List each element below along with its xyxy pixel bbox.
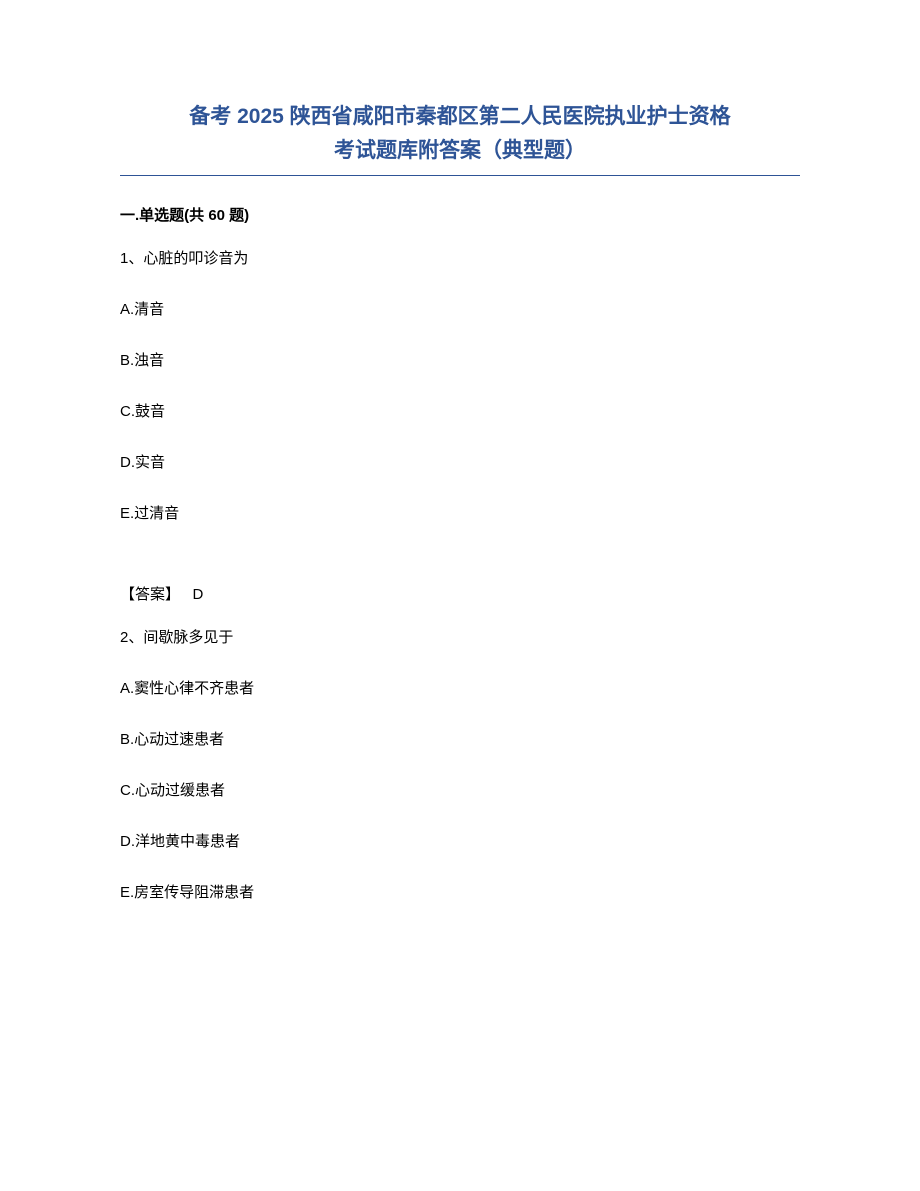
question-2-option-c: C.心动过缓患者 <box>120 779 800 800</box>
question-2-option-b: B.心动过速患者 <box>120 728 800 749</box>
title-underline <box>120 175 800 176</box>
question-1-option-c: C.鼓音 <box>120 400 800 421</box>
title-line-1: 备考 2025 陕西省咸阳市秦都区第二人民医院执业护士资格 <box>120 100 800 134</box>
title-line-2: 考试题库附答案（典型题） <box>120 134 800 168</box>
document-title-block: 备考 2025 陕西省咸阳市秦都区第二人民医院执业护士资格 考试题库附答案（典型… <box>120 100 800 167</box>
question-2-option-d: D.洋地黄中毒患者 <box>120 830 800 851</box>
answer-value: D <box>193 586 204 603</box>
question-2-option-e: E.房室传导阻滞患者 <box>120 881 800 902</box>
question-1-answer: 【答案】 D <box>120 583 800 604</box>
answer-label: 【答案】 <box>120 586 180 603</box>
question-1-option-a: A.清音 <box>120 298 800 319</box>
question-2: 2、间歇脉多见于 A.窦性心律不齐患者 B.心动过速患者 C.心动过缓患者 D.… <box>120 626 800 902</box>
question-1-option-d: D.实音 <box>120 451 800 472</box>
question-1-option-b: B.浊音 <box>120 349 800 370</box>
question-2-option-a: A.窦性心律不齐患者 <box>120 677 800 698</box>
section-heading: 一.单选题(共 60 题) <box>120 204 800 225</box>
question-1-stem: 1、心脏的叩诊音为 <box>120 247 800 268</box>
question-1: 1、心脏的叩诊音为 A.清音 B.浊音 C.鼓音 D.实音 E.过清音 【答案】… <box>120 247 800 604</box>
question-2-stem: 2、间歇脉多见于 <box>120 626 800 647</box>
question-1-option-e: E.过清音 <box>120 502 800 523</box>
